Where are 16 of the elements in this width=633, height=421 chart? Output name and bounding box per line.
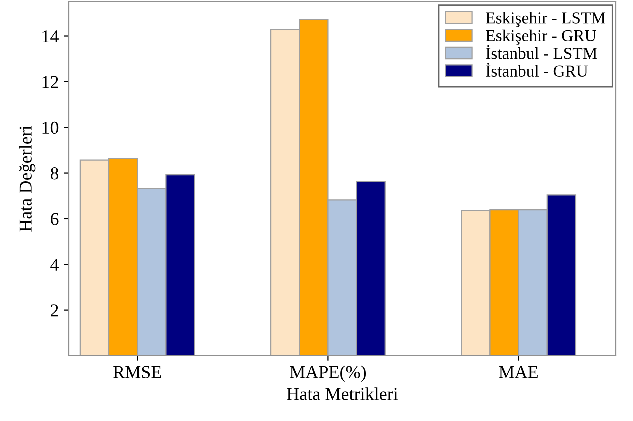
x-axis-title: Hata Metrikleri <box>287 388 398 400</box>
legend-label: Eskişehir - GRU <box>486 30 596 45</box>
y-tick-label: 12 <box>42 76 58 88</box>
x-tick-label: MAE <box>499 366 538 378</box>
x-tick-label: RMSE <box>114 366 162 378</box>
y-tick-label: 10 <box>42 122 59 134</box>
x-tick-label: MAPE(%) <box>290 366 366 382</box>
y-tick-label: 4 <box>50 259 59 271</box>
y-tick-label: 2 <box>51 304 58 317</box>
legend-label: Eskişehir - LSTM <box>486 12 606 28</box>
y-tick-label: 8 <box>50 168 59 180</box>
y-tick-label: 14 <box>42 30 59 43</box>
y-axis-title: Hata Değerleri <box>19 126 36 232</box>
legend-label: İstanbul - GRU <box>486 63 588 77</box>
legend-label: İstanbul - LSTM <box>486 45 598 60</box>
y-tick-label: 6 <box>51 213 59 226</box>
